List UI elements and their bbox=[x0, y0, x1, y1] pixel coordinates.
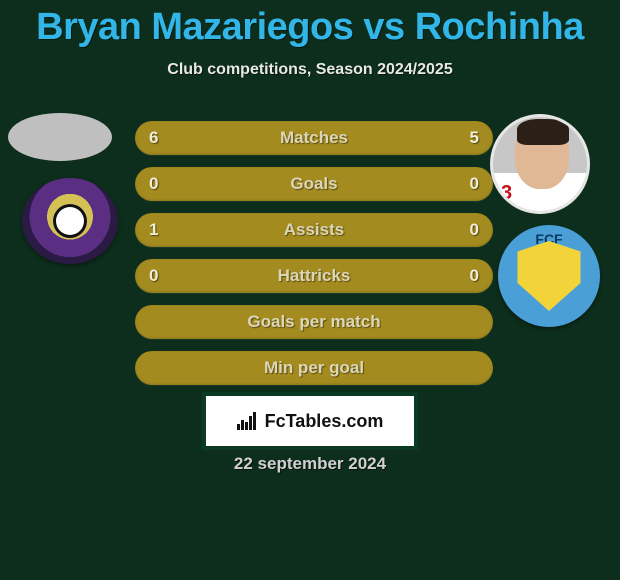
stat-label: Hattricks bbox=[278, 266, 351, 286]
brand-icon bbox=[237, 412, 259, 430]
stat-label: Min per goal bbox=[264, 358, 364, 378]
jersey-number: 3 bbox=[501, 182, 512, 205]
subtitle: Club competitions, Season 2024/2025 bbox=[0, 61, 620, 79]
stat-right-value: 0 bbox=[470, 266, 479, 286]
stat-left-value: 0 bbox=[149, 174, 158, 194]
stat-left-value: 1 bbox=[149, 220, 158, 240]
date-label: 22 september 2024 bbox=[0, 454, 620, 474]
stat-row-assists: 1 Assists 0 bbox=[135, 213, 493, 247]
stats-block: 6 Matches 5 0 Goals 0 1 Assists 0 0 Hatt… bbox=[135, 121, 493, 397]
player-right-avatar: 3 bbox=[490, 114, 590, 214]
brand-footer: FcTables.com bbox=[202, 392, 418, 450]
stat-label: Goals per match bbox=[247, 312, 380, 332]
brand-text: FcTables.com bbox=[265, 411, 384, 432]
stat-label: Goals bbox=[290, 174, 337, 194]
stat-right-value: 0 bbox=[470, 220, 479, 240]
page-title: Bryan Mazariegos vs Rochinha bbox=[0, 0, 620, 49]
stat-row-goals: 0 Goals 0 bbox=[135, 167, 493, 201]
stat-left-value: 6 bbox=[149, 128, 158, 148]
stat-row-matches: 6 Matches 5 bbox=[135, 121, 493, 155]
stat-row-hattricks: 0 Hattricks 0 bbox=[135, 259, 493, 293]
player-left-avatar bbox=[8, 113, 112, 161]
player-left-crest bbox=[22, 178, 118, 264]
player-right-crest: FCF bbox=[498, 225, 600, 327]
stat-label: Matches bbox=[280, 128, 348, 148]
stat-row-gpm: Goals per match bbox=[135, 305, 493, 339]
stat-left-value: 0 bbox=[149, 266, 158, 286]
stat-row-mpg: Min per goal bbox=[135, 351, 493, 385]
stat-right-value: 0 bbox=[470, 174, 479, 194]
stat-right-value: 5 bbox=[470, 128, 479, 148]
stat-label: Assists bbox=[284, 220, 344, 240]
